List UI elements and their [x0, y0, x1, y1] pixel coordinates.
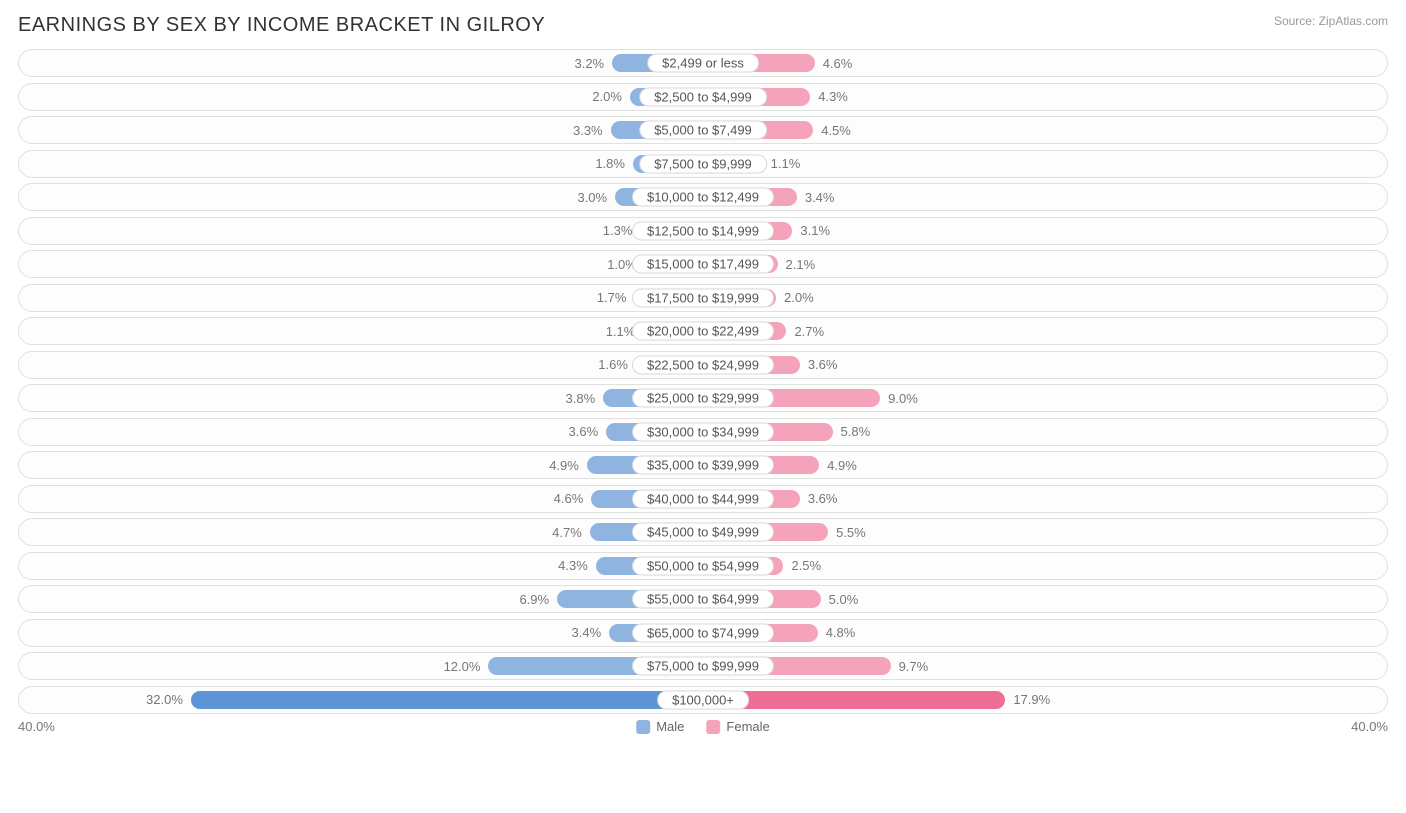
female-value-label: 1.1% — [763, 156, 809, 171]
chart-title: EARNINGS BY SEX BY INCOME BRACKET IN GIL… — [18, 14, 545, 37]
category-pill: $65,000 to $74,999 — [632, 623, 774, 642]
category-pill: $75,000 to $99,999 — [632, 657, 774, 676]
chart-source: Source: ZipAtlas.com — [1274, 14, 1388, 28]
category-pill: $17,500 to $19,999 — [632, 288, 774, 307]
category-pill: $55,000 to $64,999 — [632, 590, 774, 609]
female-value-label: 4.8% — [818, 625, 864, 640]
chart-row: 2.0% 4.3% $2,500 to $4,999 — [18, 83, 1388, 111]
legend-label-female: Female — [726, 719, 769, 734]
axis-max-right: 40.0% — [1351, 719, 1388, 734]
chart-row: 1.7% 2.0%$17,500 to $19,999 — [18, 284, 1388, 312]
chart-row: 1.1%2.7%$20,000 to $22,499 — [18, 317, 1388, 345]
female-value-label: 5.8% — [833, 424, 879, 439]
chart-row: 12.0% 9.7% $75,000 to $99,999 — [18, 652, 1388, 680]
chart-row: 3.0% 3.4% $10,000 to $12,499 — [18, 183, 1388, 211]
chart-row: 3.6% 5.8% $30,000 to $34,999 — [18, 418, 1388, 446]
category-pill: $35,000 to $39,999 — [632, 456, 774, 475]
male-value-label: 1.8% — [587, 156, 633, 171]
chart-row: 1.8% 1.1%$7,500 to $9,999 — [18, 150, 1388, 178]
chart-row: 3.4% 4.8% $65,000 to $74,999 — [18, 619, 1388, 647]
category-pill: $30,000 to $34,999 — [632, 422, 774, 441]
male-value-label: 3.0% — [569, 190, 615, 205]
legend-label-male: Male — [656, 719, 684, 734]
female-value-label: 5.5% — [828, 525, 874, 540]
male-value-label: 4.3% — [550, 558, 596, 573]
male-value-label: 3.3% — [565, 123, 611, 138]
female-value-label: 4.3% — [810, 89, 856, 104]
chart-row: 4.6% 3.6% $40,000 to $44,999 — [18, 485, 1388, 513]
female-value-label: 3.1% — [792, 223, 838, 238]
chart-row: 4.7% 5.5% $45,000 to $49,999 — [18, 518, 1388, 546]
category-pill: $7,500 to $9,999 — [639, 154, 767, 173]
female-value-label: 4.6% — [815, 56, 861, 71]
category-pill: $5,000 to $7,499 — [639, 121, 767, 140]
legend: Male Female — [636, 719, 770, 734]
chart-header: EARNINGS BY SEX BY INCOME BRACKET IN GIL… — [18, 14, 1388, 37]
female-value-label: 2.5% — [783, 558, 829, 573]
female-value-label: 17.9% — [1005, 692, 1058, 707]
category-pill: $20,000 to $22,499 — [632, 322, 774, 341]
male-value-label: 3.8% — [558, 391, 604, 406]
male-value-label: 4.9% — [541, 458, 587, 473]
male-value-label: 3.6% — [561, 424, 607, 439]
chart-row: 3.2% 4.6% $2,499 or less — [18, 49, 1388, 77]
female-value-label: 3.4% — [797, 190, 843, 205]
male-value-label: 3.4% — [564, 625, 610, 640]
category-pill: $10,000 to $12,499 — [632, 188, 774, 207]
category-pill: $12,500 to $14,999 — [632, 221, 774, 240]
category-pill: $2,500 to $4,999 — [639, 87, 767, 106]
male-value-label: 1.6% — [590, 357, 636, 372]
chart-row: 1.6% 3.6% $22,500 to $24,999 — [18, 351, 1388, 379]
chart-row: 1.3%3.1%$12,500 to $14,999 — [18, 217, 1388, 245]
male-value-label: 3.2% — [566, 56, 612, 71]
category-pill: $22,500 to $24,999 — [632, 355, 774, 374]
category-pill: $40,000 to $44,999 — [632, 489, 774, 508]
legend-item-female: Female — [706, 719, 769, 734]
male-bar — [191, 691, 703, 709]
category-pill: $15,000 to $17,499 — [632, 255, 774, 274]
male-half: 32.0% — [138, 687, 703, 713]
male-value-label: 12.0% — [436, 659, 489, 674]
chart-row: 4.9% 4.9% $35,000 to $39,999 — [18, 451, 1388, 479]
chart-row: 1.0%2.1%$15,000 to $17,499 — [18, 250, 1388, 278]
female-value-label: 5.0% — [821, 592, 867, 607]
category-pill: $45,000 to $49,999 — [632, 523, 774, 542]
female-value-label: 9.0% — [880, 391, 926, 406]
diverging-bar-chart: 3.2% 4.6% $2,499 or less 2.0% 4.3% $2,500 to … — [18, 49, 1388, 714]
male-value-label: 6.9% — [511, 592, 557, 607]
axis-max-left: 40.0% — [18, 719, 55, 734]
female-value-label: 3.6% — [800, 357, 846, 372]
female-half: 17.9% — [703, 687, 1058, 713]
male-value-label: 4.7% — [544, 525, 590, 540]
female-value-label: 9.7% — [891, 659, 937, 674]
female-value-label: 2.7% — [786, 324, 832, 339]
female-value-label: 3.6% — [800, 491, 846, 506]
axis-row: 40.0% Male Female 40.0% — [18, 719, 1388, 734]
chart-row: 3.3% 4.5% $5,000 to $7,499 — [18, 116, 1388, 144]
category-pill: $2,499 or less — [647, 54, 759, 73]
legend-item-male: Male — [636, 719, 684, 734]
legend-swatch-male — [636, 720, 650, 734]
female-value-label: 4.5% — [813, 123, 859, 138]
female-value-label: 2.1% — [778, 257, 824, 272]
category-pill: $50,000 to $54,999 — [632, 556, 774, 575]
chart-row: 3.8% 9.0% $25,000 to $29,999 — [18, 384, 1388, 412]
category-pill: $25,000 to $29,999 — [632, 389, 774, 408]
legend-swatch-female — [706, 720, 720, 734]
chart-row: 32.0% 17.9% $100,000+ — [18, 686, 1388, 714]
male-value-label: 4.6% — [546, 491, 592, 506]
category-pill: $100,000+ — [657, 690, 749, 709]
female-value-label: 2.0% — [776, 290, 822, 305]
male-value-label: 2.0% — [584, 89, 630, 104]
female-value-label: 4.9% — [819, 458, 865, 473]
male-value-label: 1.7% — [589, 290, 635, 305]
chart-row: 6.9% 5.0% $55,000 to $64,999 — [18, 585, 1388, 613]
chart-row: 4.3% 2.5% $50,000 to $54,999 — [18, 552, 1388, 580]
male-value-label: 32.0% — [138, 692, 191, 707]
